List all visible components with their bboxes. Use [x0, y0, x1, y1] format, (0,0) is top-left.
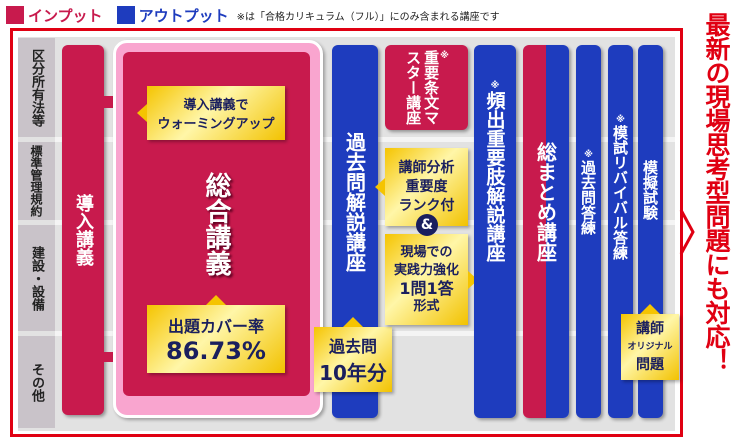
- legend-input: インプット: [28, 6, 103, 25]
- course-intro: 導入講義: [62, 45, 104, 415]
- and-badge: &: [416, 214, 438, 236]
- callout-text: 1問1答: [399, 278, 454, 298]
- callout-original: 講師 オリジナル 問題: [621, 304, 679, 380]
- input-swatch: [6, 6, 24, 24]
- callout-text: 重要度: [405, 178, 448, 195]
- callout-text: 10年分: [319, 361, 387, 385]
- callout-coverage: 出題カバー率 86.73%: [147, 295, 285, 373]
- full-only-mark: ※: [616, 115, 625, 125]
- course-label: 重要条文マスター講座: [404, 49, 441, 125]
- side-message: 最新の現場思考型問題にも対応！: [702, 12, 731, 372]
- full-only-mark: ※: [440, 51, 449, 61]
- callout-text: オリジナル: [627, 342, 673, 352]
- callout-text: ランク付: [398, 197, 455, 214]
- callout-text: 過去問: [328, 337, 377, 356]
- course-label: 模擬試験: [641, 160, 659, 220]
- course-summary: 総まとめ講座: [523, 45, 569, 418]
- callout-rank: 講師分析重要度ランク付: [375, 148, 468, 226]
- output-swatch: [116, 6, 135, 24]
- legend-note: ※は「合格カリキュラム（フル）」にのみ含まれる講座です: [236, 11, 500, 23]
- curriculum-frame: [10, 28, 683, 437]
- coverage-label: 出題カバー率: [167, 317, 264, 336]
- course-label: 模試リバイバル答練: [611, 125, 629, 260]
- coverage-value: 86.73%: [166, 337, 266, 365]
- callout-text: 導入講義で: [183, 98, 249, 113]
- callout-text: ウォーミングアップ: [157, 117, 275, 132]
- callout-text: 講師: [636, 321, 664, 337]
- callout-text: 講師分析: [398, 159, 455, 176]
- frame-arrow: [679, 210, 695, 254]
- course-label: 過去問答練: [579, 160, 597, 235]
- course-key-articles: 重要条文マスター講座 ※: [385, 45, 468, 130]
- row-label: 区分所有法等: [18, 38, 55, 137]
- callout-warmup: 導入講義でウォーミングアップ: [137, 86, 285, 140]
- row-label: 標準管理規約: [18, 142, 55, 220]
- callout-text: 形式: [413, 298, 440, 314]
- full-only-mark: ※: [584, 150, 593, 160]
- course-past-drill: ※ 過去問答練: [576, 45, 601, 418]
- row-label: その他: [18, 336, 55, 428]
- legend: インプット アウトプット ※は「合格カリキュラム（フル）」にのみ含まれる講座です: [6, 4, 500, 26]
- callout-practice: 現場での実践力強化 1問1答 形式: [385, 234, 478, 325]
- callout-text: 実践力強化: [393, 262, 459, 278]
- course-frequent: ※ 頻出重要肢解説講座: [474, 45, 516, 418]
- full-only-mark: ※: [490, 81, 500, 91]
- callout-text: 問題: [636, 357, 664, 373]
- callout-text: 現場での: [400, 244, 453, 260]
- callout-past10: 過去問 10年分: [314, 317, 392, 392]
- row-label: 建設・設備: [18, 225, 55, 331]
- legend-output: アウトプット: [138, 6, 229, 25]
- course-label: 頻出重要肢解説講座: [483, 91, 506, 262]
